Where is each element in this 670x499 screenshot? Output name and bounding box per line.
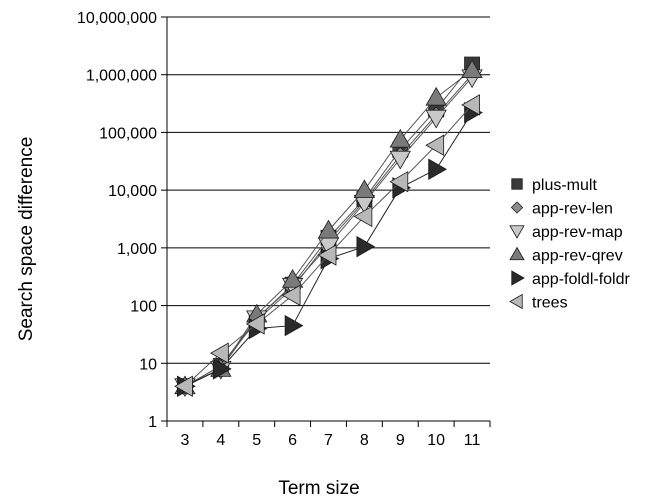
legend-label: app-rev-qrev [532, 248, 623, 265]
series-layer [174, 56, 483, 398]
x-tick-label: 9 [396, 432, 405, 449]
legend-marker [511, 270, 525, 286]
legend-label: app-rev-len [532, 201, 613, 218]
legend-marker [509, 225, 525, 239]
legend: plus-mult app-rev-len app-rev-map app-rev-q… [509, 177, 631, 312]
data-point [174, 375, 193, 397]
x-tick-label: 8 [360, 432, 369, 449]
y-tick-label: 10,000,000 [77, 10, 157, 27]
data-point [389, 150, 411, 170]
x-tick-label: 4 [216, 432, 225, 449]
data-point [425, 134, 445, 156]
x-tick-label: 7 [324, 432, 333, 449]
legend-item: app-rev-map [509, 224, 623, 241]
legend-marker [510, 201, 524, 214]
y-tick-label: 100,000 [99, 125, 157, 142]
y-tick-label: 10 [139, 356, 157, 373]
data-point [353, 179, 376, 199]
data-point [212, 358, 232, 380]
data-point [356, 235, 376, 258]
legend-label: app-rev-map [532, 224, 623, 241]
legend-label: plus-mult [532, 177, 597, 194]
data-point [425, 109, 447, 129]
y-axis-title: Search space difference [16, 137, 37, 342]
y-tick-label: 10,000 [108, 183, 157, 200]
x-axis-title: Term size [278, 478, 359, 499]
data-point [461, 94, 480, 116]
data-point [353, 205, 373, 228]
x-tick-label: 10 [427, 432, 445, 449]
legend-label: app-foldl-foldr [532, 271, 631, 288]
data-point [281, 268, 304, 288]
legend-item: plus-mult [511, 177, 597, 194]
axes [161, 16, 491, 427]
x-tick-label: 6 [288, 432, 297, 449]
x-tick-label: 3 [180, 432, 189, 449]
data-point [428, 158, 447, 180]
x-tick-label: 5 [252, 432, 261, 449]
data-point [317, 219, 340, 239]
data-point [245, 313, 265, 335]
legend-label: trees [532, 295, 568, 312]
legend-item: app-foldl-foldr [511, 270, 631, 288]
data-point [389, 171, 409, 193]
data-point [284, 314, 304, 337]
legend-marker [511, 178, 523, 190]
data-point [317, 244, 337, 266]
series-trees [174, 94, 480, 397]
legend-marker [509, 246, 525, 261]
data-point [210, 342, 229, 364]
legend-marker [509, 293, 523, 310]
y-tick-label: 1,000 [117, 241, 157, 258]
y-tick-label: 100 [130, 299, 157, 316]
y-tick-label: 1 [148, 414, 157, 431]
gridlines [167, 16, 490, 364]
legend-item: app-rev-len [510, 201, 613, 218]
y-tick-labels: 1 10 100 1,000 10,000 100,000 1,000,000 10,000,… [77, 10, 157, 431]
x-tick-labels: 3 4 5 6 7 8 9 10 11 [180, 432, 480, 449]
legend-item: trees [509, 293, 568, 312]
data-point [281, 284, 301, 307]
data-point [389, 128, 411, 148]
data-point [425, 86, 447, 106]
x-tick-label: 11 [464, 432, 481, 449]
data-point [461, 59, 483, 79]
legend-item: app-rev-qrev [509, 246, 623, 265]
y-tick-label: 1,000,000 [86, 68, 157, 85]
